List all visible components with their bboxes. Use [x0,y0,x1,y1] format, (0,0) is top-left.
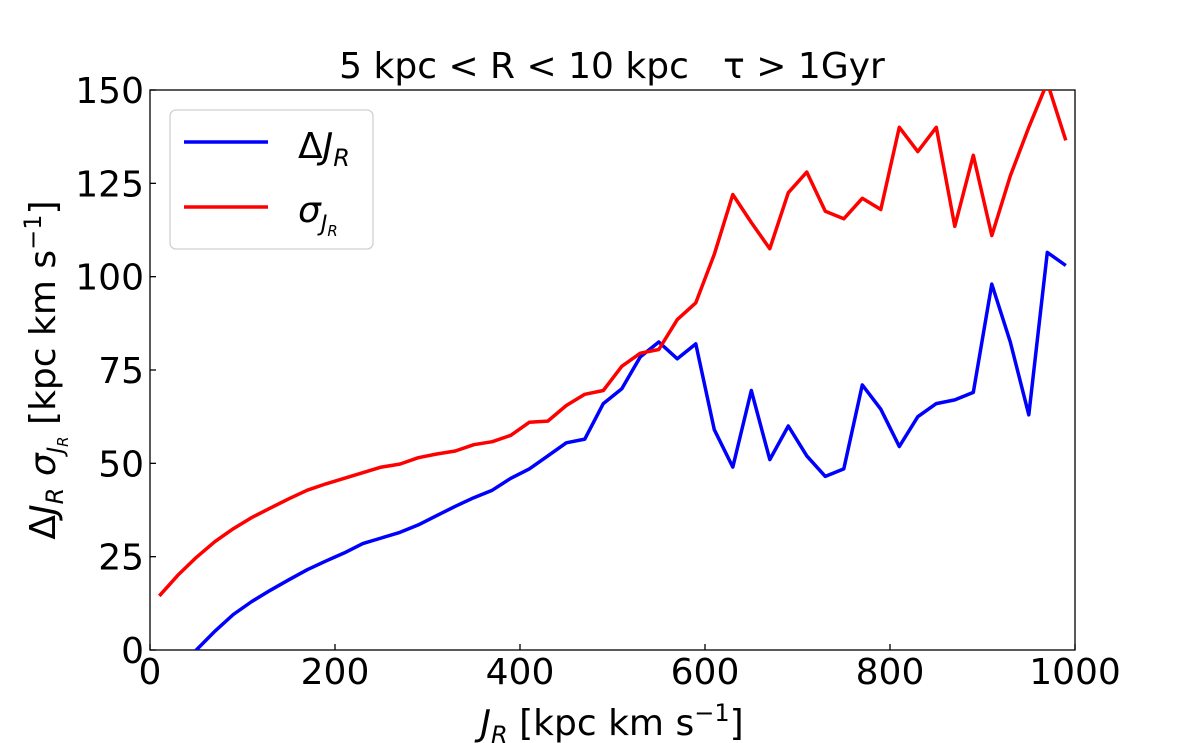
x-axis-ticks: 0 200 400 600 800 1000 [139,644,1121,693]
y-tick-label: 100 [75,258,144,299]
y-tick-label: 125 [75,164,144,205]
y-tick-label: 150 [75,71,144,112]
x-tick-label: 400 [486,652,555,693]
x-tick-label: 0 [139,652,162,693]
x-axis-label: JR [kpc km s−1] [474,699,743,743]
x-tick-label: 800 [856,652,925,693]
legend-label-sigma-jr: σJR [298,190,338,240]
y-tick-label: 0 [121,631,144,672]
x-tick-label: 1000 [1029,652,1121,693]
series-line-0 [193,250,1067,650]
x-tick-label: 200 [301,652,370,693]
y-axis-label: ΔJR σJR [kpc km s−1] [19,200,72,539]
y-tick-label: 75 [98,351,144,392]
chart-title: 5 kpc < R < 10 kpc τ > 1Gyr [339,46,885,87]
legend: ΔJR σJR [169,109,374,250]
series-line-1 [157,90,1068,598]
legend-box [169,109,374,250]
series-group [157,90,1068,650]
y-axis-ticks: 0 25 50 75 100 125 150 [75,71,156,672]
y-tick-label: 50 [98,444,144,485]
legend-label-delta-jr: ΔJR [298,126,350,172]
x-tick-label: 600 [671,652,740,693]
y-tick-label: 25 [98,538,144,579]
